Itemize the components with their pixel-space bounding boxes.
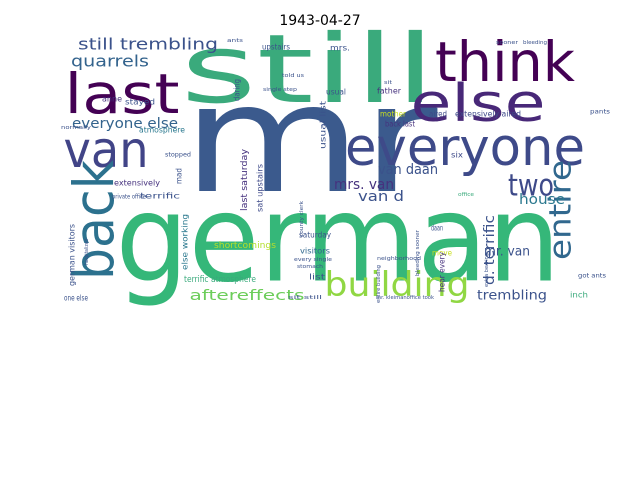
word: mother bbox=[380, 110, 407, 119]
word: mad bbox=[175, 168, 184, 184]
word: german bbox=[116, 171, 561, 310]
word: two bbox=[508, 169, 554, 204]
word: last bbox=[65, 62, 180, 126]
word: mr bbox=[183, 53, 438, 227]
word: bleeding bbox=[523, 40, 547, 46]
word: anne bbox=[102, 95, 122, 104]
word: private office bbox=[112, 194, 146, 201]
word: usual list bbox=[319, 101, 328, 149]
word: sat upstairs bbox=[256, 164, 265, 212]
word: normally bbox=[61, 125, 91, 131]
word: still trembling bbox=[78, 35, 218, 54]
word: visitors bbox=[300, 247, 330, 256]
word: every single bbox=[294, 257, 332, 263]
word: terrific bbox=[140, 192, 180, 201]
word: d. terrific bbox=[482, 215, 498, 285]
word: mr. van bbox=[484, 245, 530, 260]
word: neighborhood bbox=[377, 256, 421, 262]
word: van d bbox=[358, 189, 404, 205]
word: list bbox=[309, 273, 325, 282]
word: quarrels bbox=[71, 52, 149, 71]
word: back last bbox=[385, 120, 415, 129]
word: van daan bbox=[378, 162, 438, 178]
word: aired bbox=[429, 110, 447, 119]
word: bleeding sooner bbox=[415, 229, 421, 276]
word: building bbox=[325, 265, 470, 305]
word: entire bbox=[544, 160, 579, 260]
word: everyone else bbox=[72, 116, 178, 132]
word: six bbox=[451, 151, 463, 160]
word: county clerk bbox=[299, 201, 305, 237]
word: stopped bbox=[165, 152, 191, 159]
word: hospitalized bbox=[84, 239, 90, 265]
word: daan bbox=[431, 224, 443, 233]
word: mr. kleimanoffice took bbox=[376, 295, 434, 301]
word: aftereffects bbox=[190, 288, 305, 304]
word: stayed bbox=[125, 98, 155, 107]
word: stomach bbox=[297, 264, 323, 270]
word: everyone bbox=[345, 118, 585, 178]
word: usual bbox=[326, 88, 346, 97]
chart-title: 1943-04-27 bbox=[279, 13, 360, 29]
word: else bbox=[411, 74, 546, 134]
word: daring bbox=[233, 79, 242, 101]
word: office bbox=[458, 192, 474, 198]
word: back bbox=[62, 160, 126, 280]
word: german visitors bbox=[68, 224, 77, 286]
word: move bbox=[432, 249, 452, 258]
word: extensively bbox=[114, 179, 160, 188]
word: got ants bbox=[578, 273, 606, 280]
word: shortcomings bbox=[214, 241, 276, 251]
word: mrs. van bbox=[334, 177, 394, 193]
word: terrific atmosphere bbox=[184, 275, 256, 285]
word: still bbox=[181, 15, 436, 125]
word: else working bbox=[181, 214, 190, 270]
word: sit bbox=[384, 80, 392, 86]
word: house bbox=[519, 192, 565, 208]
word: pants bbox=[590, 109, 610, 116]
word: one else bbox=[64, 294, 88, 303]
word: upstairs bbox=[262, 43, 290, 52]
word: think bbox=[435, 30, 575, 94]
word: extensively aired bbox=[455, 110, 521, 119]
word: mrs. bbox=[330, 44, 350, 53]
word: told us bbox=[282, 73, 305, 79]
word: atmosphere bbox=[139, 126, 185, 135]
word: extra bearing bbox=[484, 253, 490, 287]
word: single step bbox=[263, 87, 297, 93]
word: inch bbox=[570, 291, 588, 300]
word: father bbox=[377, 87, 402, 96]
word: entire building bbox=[376, 265, 382, 303]
word: saturday bbox=[299, 231, 331, 240]
word: hear every bbox=[438, 252, 447, 292]
word: sit still bbox=[288, 295, 322, 301]
word: ants bbox=[227, 38, 244, 44]
word: trembling bbox=[477, 289, 547, 304]
word: van bbox=[64, 121, 149, 179]
word: last saturday bbox=[240, 148, 250, 211]
word: sooner bbox=[496, 40, 519, 46]
